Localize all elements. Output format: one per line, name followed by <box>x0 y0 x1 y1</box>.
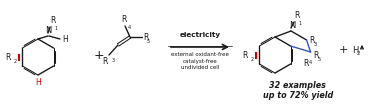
Text: 2: 2 <box>250 57 254 62</box>
Text: +: + <box>94 48 104 62</box>
Text: R: R <box>143 33 149 42</box>
Text: +: + <box>338 45 348 55</box>
Text: 3: 3 <box>112 58 115 63</box>
Text: 5: 5 <box>318 57 321 62</box>
Text: R: R <box>242 51 248 59</box>
Text: R: R <box>5 53 11 62</box>
Text: R: R <box>303 59 308 68</box>
Text: N: N <box>289 21 295 30</box>
Text: 4: 4 <box>128 25 131 30</box>
Text: H: H <box>35 78 41 87</box>
Text: up to 72% yield: up to 72% yield <box>263 91 333 100</box>
Text: 32 examples: 32 examples <box>270 82 326 91</box>
Text: H: H <box>62 34 68 44</box>
Text: R: R <box>102 57 108 66</box>
Text: undivided cell: undivided cell <box>181 65 219 70</box>
Text: catalyst-free: catalyst-free <box>183 59 217 63</box>
Text: external oxidant-free: external oxidant-free <box>171 52 229 57</box>
Text: electricity: electricity <box>180 32 220 38</box>
Text: R: R <box>51 16 56 25</box>
Text: 1: 1 <box>299 21 302 26</box>
Text: 4: 4 <box>308 60 312 65</box>
Text: 5: 5 <box>147 39 150 44</box>
Text: 2: 2 <box>13 59 17 64</box>
Text: N: N <box>45 26 52 35</box>
Text: R: R <box>310 36 315 45</box>
Text: H: H <box>352 45 358 54</box>
Text: R: R <box>294 11 300 20</box>
Text: 1: 1 <box>54 26 57 31</box>
Text: 2: 2 <box>357 51 361 56</box>
Text: 3: 3 <box>314 42 317 47</box>
Text: R: R <box>314 51 319 59</box>
Text: R: R <box>121 15 127 24</box>
